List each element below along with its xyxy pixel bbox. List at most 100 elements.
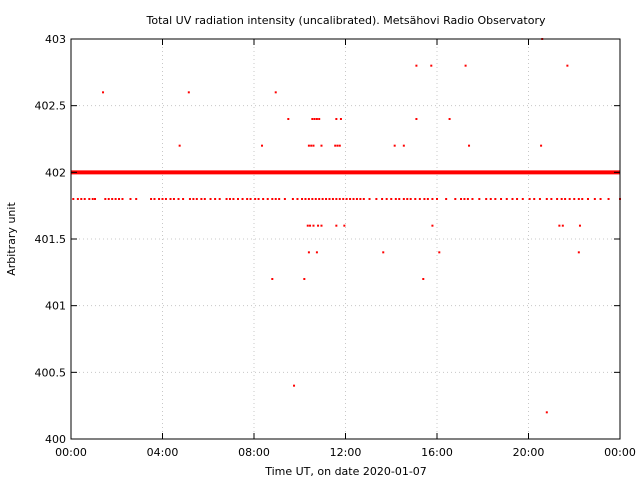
data-point bbox=[306, 224, 309, 227]
data-point bbox=[169, 198, 172, 200]
data-point bbox=[578, 224, 581, 227]
y-tick-label: 402.5 bbox=[35, 100, 67, 113]
data-point bbox=[382, 251, 385, 254]
data-point bbox=[478, 198, 481, 200]
data-point bbox=[172, 198, 175, 200]
data-point bbox=[423, 198, 426, 200]
data-point bbox=[262, 198, 265, 200]
data-point bbox=[135, 198, 138, 200]
data-point bbox=[164, 198, 167, 200]
data-point bbox=[573, 198, 576, 200]
data-point bbox=[153, 198, 156, 200]
data-point bbox=[339, 118, 342, 120]
data-point bbox=[466, 198, 469, 200]
data-point bbox=[241, 198, 244, 200]
data-point bbox=[177, 198, 180, 200]
data-point bbox=[558, 224, 561, 227]
data-point bbox=[445, 198, 448, 200]
data-point bbox=[564, 198, 567, 200]
data-point bbox=[511, 198, 514, 200]
data-point bbox=[118, 198, 121, 200]
y-tick-label: 400 bbox=[45, 433, 66, 446]
data-point bbox=[468, 144, 471, 147]
data-point bbox=[111, 198, 114, 200]
data-point bbox=[343, 224, 346, 227]
data-point bbox=[494, 198, 497, 200]
data-point bbox=[271, 198, 274, 200]
data-point bbox=[307, 198, 310, 200]
data-point bbox=[460, 198, 463, 200]
data-point bbox=[249, 198, 252, 200]
data-point bbox=[320, 144, 323, 147]
data-point bbox=[566, 64, 569, 67]
x-tick-label: 04:00 bbox=[147, 446, 179, 459]
data-point bbox=[303, 278, 306, 280]
data-point bbox=[556, 198, 559, 200]
data-point bbox=[293, 384, 296, 387]
data-point bbox=[182, 198, 185, 200]
x-tick-label: 20:00 bbox=[513, 446, 545, 459]
data-point bbox=[331, 198, 334, 200]
data-point bbox=[187, 91, 190, 94]
data-point bbox=[296, 198, 299, 200]
data-point bbox=[607, 198, 610, 200]
x-axis-label: Time UT, on date 2020-01-07 bbox=[264, 465, 427, 478]
data-point bbox=[335, 118, 338, 120]
data-point bbox=[418, 198, 421, 200]
x-tick-label: 00:00 bbox=[604, 446, 636, 459]
data-point bbox=[368, 198, 371, 200]
data-point bbox=[430, 64, 433, 67]
x-tick-label: 16:00 bbox=[421, 446, 453, 459]
data-point bbox=[390, 198, 393, 200]
data-point bbox=[436, 198, 438, 200]
data-point bbox=[232, 198, 235, 200]
data-point bbox=[315, 251, 318, 254]
data-point bbox=[209, 198, 212, 200]
data-point bbox=[188, 198, 191, 200]
data-point bbox=[561, 224, 564, 227]
data-point bbox=[318, 198, 321, 200]
x-tick-label: 00:00 bbox=[55, 446, 87, 459]
data-point bbox=[94, 198, 97, 200]
data-point bbox=[599, 198, 602, 200]
data-point bbox=[192, 198, 195, 200]
data-point bbox=[129, 198, 132, 200]
data-point bbox=[415, 118, 418, 120]
data-point bbox=[448, 118, 451, 120]
data-point bbox=[311, 118, 314, 120]
y-axis-label: Arbitrary unit bbox=[5, 202, 18, 276]
data-point bbox=[422, 278, 425, 280]
data-point bbox=[538, 198, 541, 200]
data-point bbox=[266, 198, 269, 200]
data-point bbox=[471, 198, 474, 200]
data-point bbox=[314, 198, 317, 200]
data-point bbox=[178, 144, 181, 147]
data-point bbox=[88, 198, 91, 200]
data-point bbox=[545, 411, 548, 414]
data-point bbox=[381, 198, 384, 200]
data-point bbox=[310, 144, 313, 147]
data-point bbox=[301, 198, 304, 200]
data-point bbox=[246, 198, 249, 200]
data-point bbox=[454, 198, 457, 200]
data-point bbox=[415, 64, 418, 67]
data-point bbox=[271, 278, 274, 280]
data-point bbox=[318, 118, 321, 120]
data-point bbox=[533, 198, 536, 200]
data-point bbox=[402, 144, 405, 147]
data-point bbox=[274, 198, 277, 200]
data-point bbox=[375, 198, 378, 200]
data-point bbox=[225, 198, 228, 200]
data-point bbox=[500, 198, 503, 200]
data-point bbox=[91, 198, 94, 200]
data-point bbox=[393, 144, 396, 147]
data-point bbox=[352, 198, 355, 200]
data-point bbox=[463, 198, 466, 200]
y-axis-ticks: 400 400.5 401 401.5 402 402.5 403 bbox=[35, 33, 620, 446]
data-point bbox=[150, 198, 153, 200]
data-point bbox=[485, 198, 488, 200]
data-point bbox=[278, 198, 281, 200]
data-point bbox=[328, 198, 331, 200]
y-tick-label: 401.5 bbox=[35, 233, 67, 246]
